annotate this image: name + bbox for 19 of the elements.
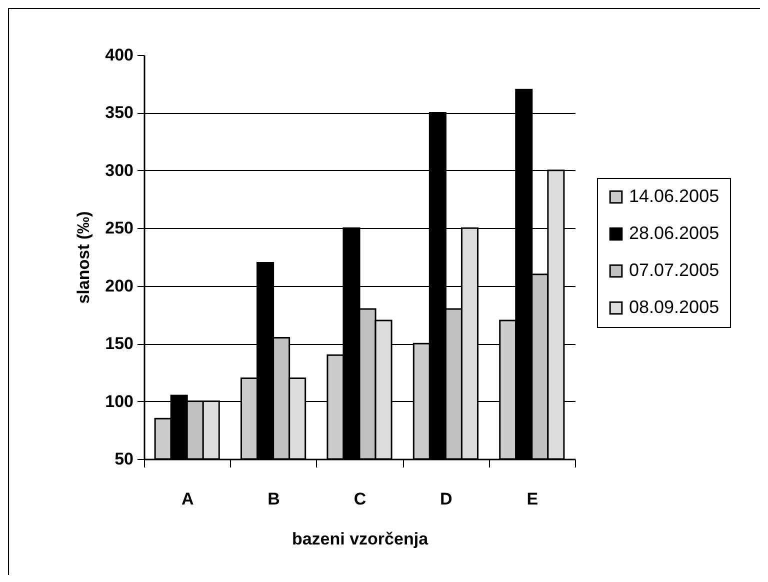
y-tick-label: 300 [105, 160, 134, 180]
y-tick-label: 150 [105, 334, 134, 354]
legend-label: 28.06.2005 [629, 223, 720, 243]
y-tick-label: 400 [105, 46, 134, 64]
x-axis-title: bazeni vzorčenja [292, 530, 429, 548]
x-tick-label: B [268, 490, 280, 508]
y-tick-label: 200 [105, 276, 134, 296]
x-tick-label: C [354, 490, 366, 508]
x-tick-label: E [526, 490, 538, 508]
y-tick-label: 50 [114, 450, 134, 468]
y-tick-label: 250 [105, 218, 134, 238]
legend-label: 14.06.2005 [629, 186, 720, 206]
y-tick-label: 350 [105, 103, 134, 122]
y-tick-label: 100 [105, 392, 134, 411]
legend-label: 07.07.2005 [629, 260, 720, 280]
legend-label: 08.09.2005 [629, 297, 720, 317]
y-axis-title: slanost (‰) [74, 211, 94, 304]
x-tick-label: A [181, 490, 194, 508]
x-tick-label: D [440, 490, 452, 508]
